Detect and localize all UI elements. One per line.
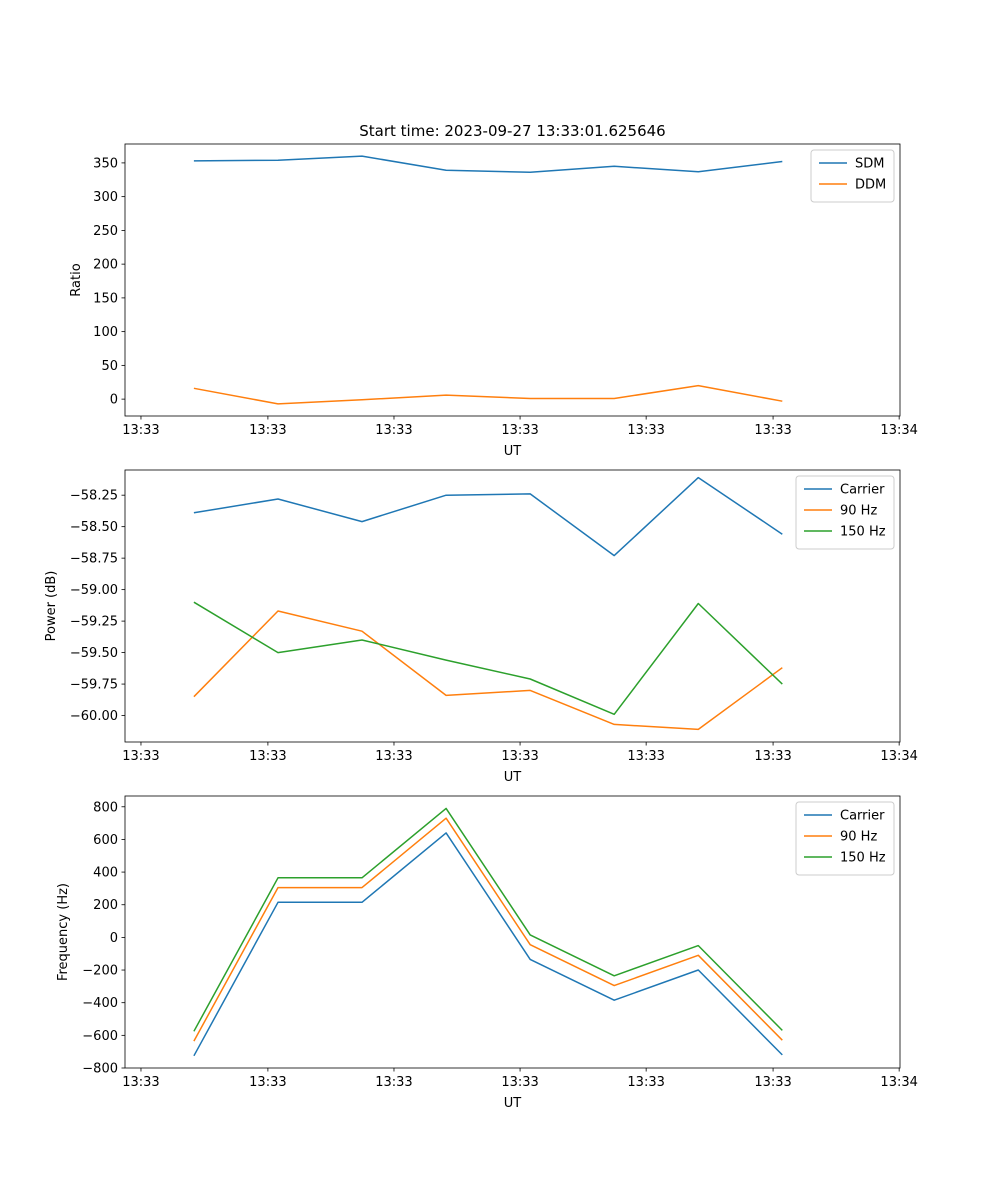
y-tick-label: 200 <box>93 898 118 913</box>
y-tick-label: 150 <box>93 291 118 306</box>
series-line-carrier <box>193 476 783 557</box>
y-tick-label: −800 <box>82 1062 118 1077</box>
legend-label-150-hz: 150 Hz <box>840 525 886 540</box>
y-tick-label: 250 <box>93 224 118 239</box>
x-tick-label: 13:33 <box>501 423 538 438</box>
y-tick-label: −200 <box>82 964 118 979</box>
y-axis-label: Frequency (Hz) <box>56 883 71 981</box>
ratio-subplot: 13:33 13:33 13:33 13:33 13:33 13:33 13:34 0 50 10… <box>69 143 918 459</box>
x-tick-label: 13:33 <box>249 749 286 764</box>
y-tick-label: −58.50 <box>70 520 118 535</box>
x-axis-label: UT <box>504 770 522 785</box>
series-line-sdm <box>193 155 783 174</box>
y-tick-label: 50 <box>101 359 118 374</box>
y-tick-label: 350 <box>93 156 118 171</box>
x-tick-label: 13:33 <box>627 1075 664 1090</box>
legend-label-90-hz: 90 Hz <box>840 504 877 519</box>
series-line-ddm <box>193 384 783 405</box>
legend-label-carrier: Carrier <box>840 483 885 498</box>
x-tick-label: 13:33 <box>627 749 664 764</box>
y-tick-label: −58.25 <box>70 489 118 504</box>
x-tick-label: 13:33 <box>122 1075 159 1090</box>
legend-label-150-hz: 150 Hz <box>840 851 886 866</box>
x-tick-label: 13:33 <box>627 423 664 438</box>
y-axis-label: Ratio <box>69 263 84 296</box>
y-tick-label: −59.50 <box>70 646 118 661</box>
x-tick-label: 13:33 <box>122 423 159 438</box>
y-tick-label: 600 <box>93 833 118 848</box>
series-line-90-hz <box>193 610 783 731</box>
x-tick-label: 13:33 <box>249 1075 286 1090</box>
y-tick-label: −59.75 <box>70 678 118 693</box>
y-tick-label: 100 <box>93 325 118 340</box>
y-axis-label: Power (dB) <box>44 571 59 642</box>
series-line-150-hz <box>193 807 783 1032</box>
frequency-subplot: 13:33 13:33 13:33 13:33 13:33 13:33 13:34 −800 −… <box>56 795 918 1111</box>
axes-frame <box>124 143 901 417</box>
y-tick-label: −59.25 <box>70 615 118 630</box>
series-line-carrier <box>193 832 783 1057</box>
legend-label-ddm: DDM <box>855 178 886 193</box>
x-axis-label: UT <box>504 444 522 459</box>
x-tick-label: 13:33 <box>754 423 791 438</box>
legend-label-carrier: Carrier <box>840 809 885 824</box>
x-tick-label: 13:34 <box>880 749 917 764</box>
y-tick-label: 0 <box>110 393 118 408</box>
y-tick-label: 200 <box>93 258 118 273</box>
y-tick-label: −60.00 <box>70 709 118 724</box>
x-tick-label: 13:33 <box>375 423 412 438</box>
x-tick-label: 13:33 <box>122 749 159 764</box>
axes-frame <box>124 469 901 743</box>
x-tick-label: 13:33 <box>501 749 538 764</box>
figure-title: Start time: 2023-09-27 13:33:01.625646 <box>359 122 665 140</box>
y-tick-label: −58.75 <box>70 552 118 567</box>
y-tick-label: 0 <box>110 931 118 946</box>
y-tick-label: −400 <box>82 996 118 1011</box>
legend-label-90-hz: 90 Hz <box>840 830 877 845</box>
y-tick-label: 800 <box>93 800 118 815</box>
x-tick-label: 13:33 <box>754 749 791 764</box>
x-tick-label: 13:33 <box>501 1075 538 1090</box>
x-axis-label: UT <box>504 1096 522 1111</box>
x-tick-label: 13:33 <box>754 1075 791 1090</box>
x-tick-label: 13:34 <box>880 423 917 438</box>
axes-frame <box>124 795 901 1069</box>
power-subplot: 13:33 13:33 13:33 13:33 13:33 13:33 13:34 −60.0… <box>44 469 918 785</box>
x-tick-label: 13:34 <box>880 1075 917 1090</box>
legend-label-sdm: SDM <box>855 157 884 172</box>
x-tick-label: 13:33 <box>249 423 286 438</box>
y-tick-label: 300 <box>93 190 118 205</box>
y-tick-label: −600 <box>82 1029 118 1044</box>
series-line-90-hz <box>193 817 783 1042</box>
x-tick-label: 13:33 <box>375 749 412 764</box>
y-tick-label: −59.00 <box>70 583 118 598</box>
series-line-150-hz <box>193 601 783 716</box>
y-tick-label: 400 <box>93 866 118 881</box>
x-tick-label: 13:33 <box>375 1075 412 1090</box>
